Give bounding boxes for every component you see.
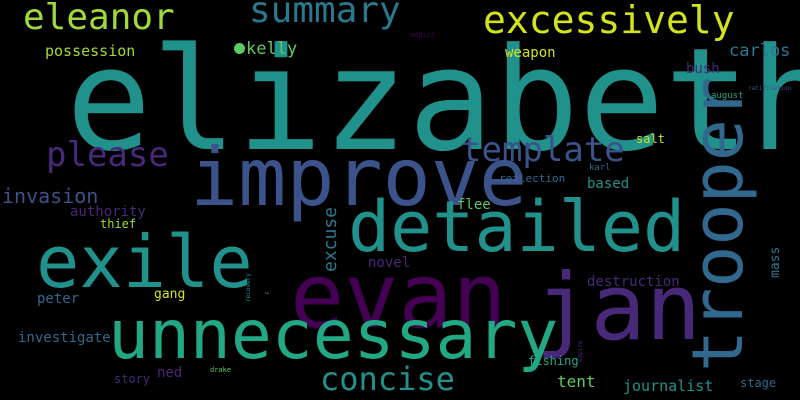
word-excuse: excuse: [320, 206, 341, 272]
word-template: template: [461, 130, 625, 170]
word-recovery: recovery: [245, 273, 252, 302]
word-improve: improve: [190, 131, 528, 224]
word-unnecessary: unnecessary: [108, 296, 559, 375]
word-exile: exile: [36, 220, 253, 304]
word-stage: stage: [740, 376, 777, 390]
word-mass: mass: [768, 246, 783, 278]
word-kelly: kelly: [246, 39, 298, 59]
word-journalist: journalist: [623, 377, 714, 395]
word-elizabeth: elizabeth: [66, 18, 800, 183]
word-story: story: [114, 372, 151, 386]
word-salt: salt: [636, 132, 665, 146]
word-bush: bush: [686, 61, 720, 77]
word-concise: concise: [320, 360, 455, 398]
word-summary: summary: [249, 0, 401, 31]
word-based: based: [587, 176, 630, 192]
word-ratification: ratification: [748, 85, 792, 92]
word-flee: flee: [457, 197, 491, 213]
word-gang: gang: [154, 287, 186, 302]
word-tiny: la: [265, 291, 269, 295]
word-ned: ned: [157, 365, 183, 381]
word-please: please: [46, 135, 169, 175]
word-kelly-dot: [234, 43, 245, 54]
word-carlos: carlos: [729, 41, 791, 61]
word-eleanor: eleanor: [23, 0, 175, 38]
word-investigate: investigate: [18, 330, 111, 346]
word-excessively: excessively: [483, 0, 735, 42]
word-weapon: weapon: [505, 45, 556, 61]
word-thief: thief: [100, 217, 137, 231]
word-authority: authority: [70, 204, 146, 220]
word-tent: tent: [557, 372, 596, 391]
word-trooper: trooper: [677, 76, 759, 372]
word-addict: addict: [410, 31, 436, 39]
word-empire: empire: [577, 340, 584, 362]
word-invasion: invasion: [2, 184, 99, 208]
word-possession: possession: [45, 42, 136, 60]
word-evan: evan: [290, 244, 507, 349]
word-novel: novel: [368, 255, 411, 271]
word-peter: peter: [37, 291, 80, 307]
word-jan: jan: [535, 254, 702, 361]
word-detailed: detailed: [348, 186, 686, 268]
word-fishing: fishing: [528, 354, 579, 368]
word-reflection: reflection: [499, 172, 566, 185]
word-destruction: destruction: [587, 274, 680, 290]
word-karl: karl: [589, 163, 611, 173]
word-drake: drake: [210, 366, 232, 374]
word-august: august: [711, 91, 744, 101]
